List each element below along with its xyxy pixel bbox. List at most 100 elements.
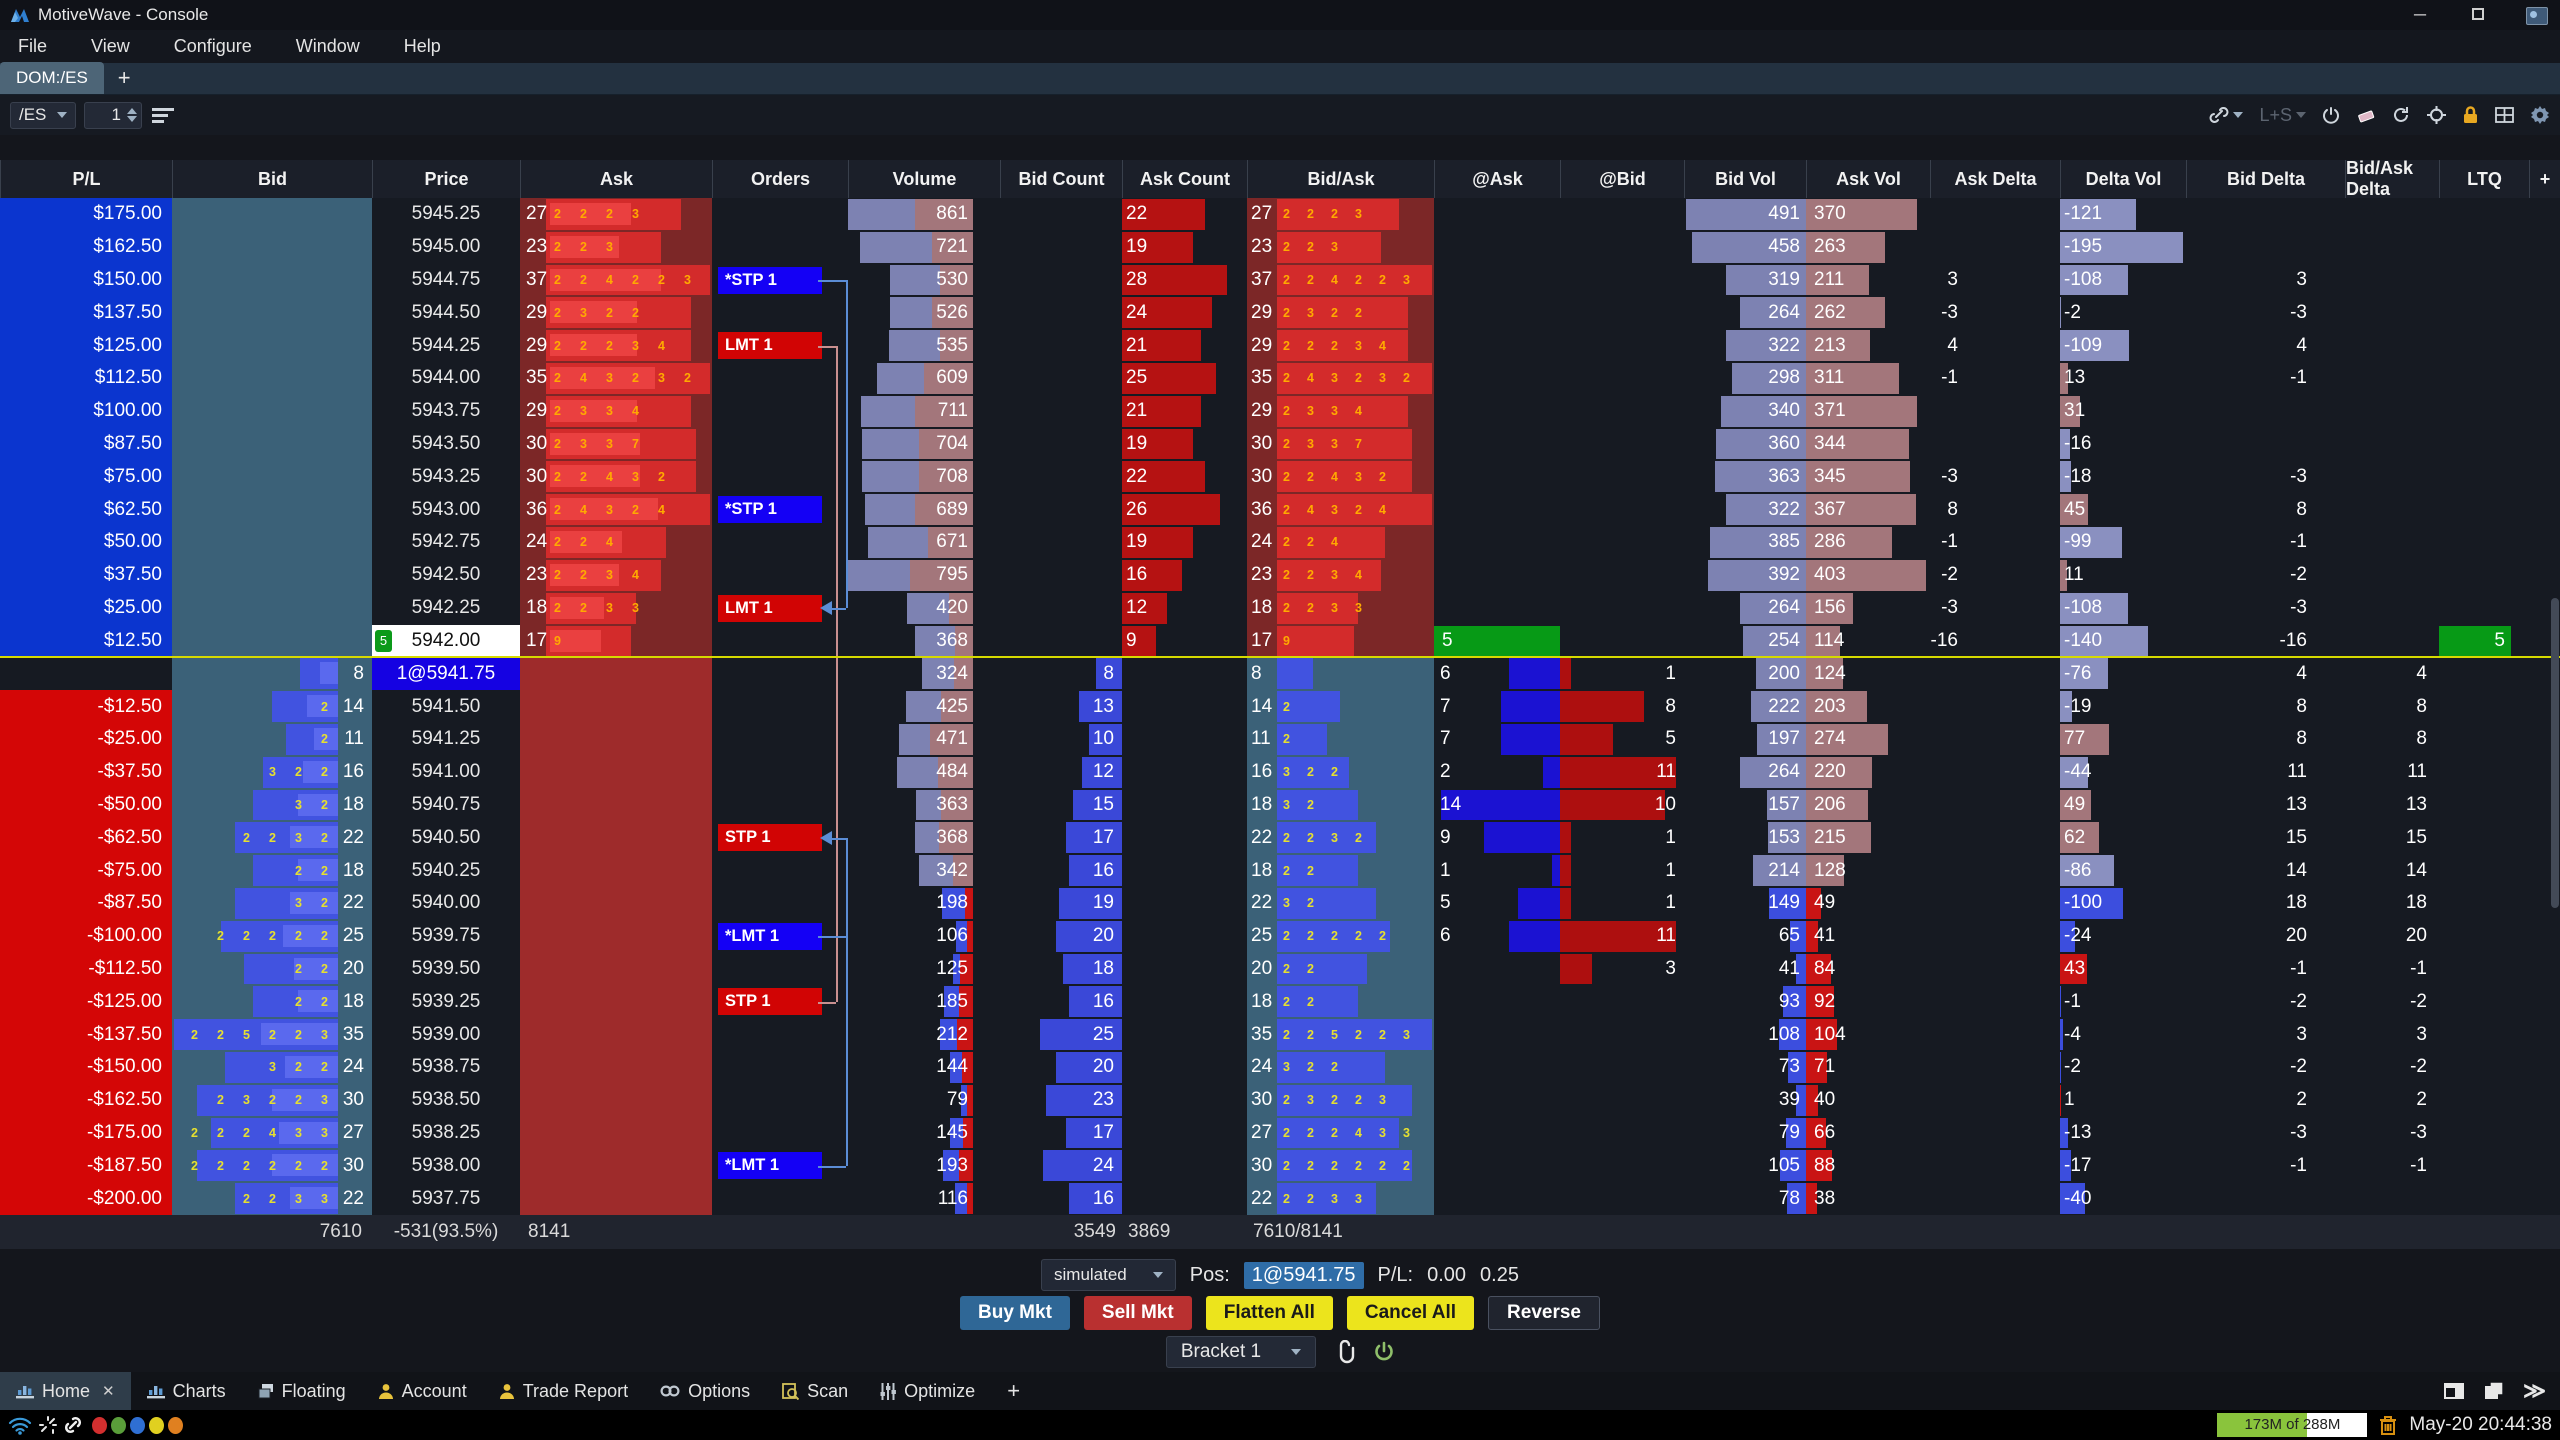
price-cell[interactable]: 5937.75 <box>372 1182 520 1215</box>
ltq-cell[interactable] <box>2439 231 2529 264</box>
button-reverse[interactable]: Reverse <box>1488 1296 1600 1330</box>
column-header-ltq[interactable]: LTQ <box>2439 160 2529 198</box>
bid-cell[interactable]: 8 <box>172 657 372 691</box>
ltq-cell[interactable] <box>2439 920 2529 953</box>
orders-cell[interactable] <box>712 198 848 231</box>
ask-cell[interactable]: 2 4 3 2 4 36 <box>520 493 712 527</box>
price-cell[interactable]: 5939.25 <box>372 985 520 1018</box>
ltq-cell[interactable] <box>2439 789 2529 822</box>
ask-cell[interactable]: 2 3 3 4 29 <box>520 394 712 428</box>
orders-cell[interactable] <box>712 690 848 723</box>
price-cell[interactable]: 5938.50 <box>372 1084 520 1117</box>
power-button[interactable] <box>2322 106 2340 124</box>
price-cell[interactable]: 5941.00 <box>372 756 520 789</box>
ask-cell[interactable]: 2 2 3 3 18 <box>520 591 712 625</box>
activate-icon[interactable] <box>1374 1341 1394 1363</box>
bid-cell[interactable] <box>172 263 372 297</box>
spin-down-icon[interactable] <box>127 116 137 122</box>
price-cell[interactable]: 5942.50 <box>372 559 520 592</box>
duplicate-pages-icon[interactable] <box>2483 1381 2505 1401</box>
ask-cell[interactable] <box>520 1018 712 1052</box>
orders-cell[interactable] <box>712 887 848 920</box>
column-header-bvol[interactable]: Bid Vol <box>1684 160 1806 198</box>
ask-cell[interactable]: 2 3 3 7 30 <box>520 427 712 461</box>
menu-help[interactable]: Help <box>403 36 441 56</box>
ask-cell[interactable] <box>520 657 712 691</box>
restore-icon[interactable] <box>2468 5 2488 25</box>
bid-cell[interactable]: 2 2 18 <box>172 854 372 887</box>
orders-cell[interactable] <box>712 559 848 592</box>
ask-cell[interactable] <box>520 1149 712 1183</box>
button-buy-mkt[interactable]: Buy Mkt <box>960 1296 1070 1330</box>
grid-layout-button[interactable] <box>2495 106 2514 124</box>
tab-+[interactable]: + <box>991 1372 1036 1410</box>
price-cell[interactable]: 5939.50 <box>372 953 520 986</box>
ltq-cell[interactable] <box>2439 821 2529 854</box>
tab-trade-report[interactable]: Trade Report <box>483 1372 644 1410</box>
ask-cell[interactable] <box>520 952 712 986</box>
column-header-price[interactable]: Price <box>372 160 520 198</box>
ltq-cell[interactable] <box>2439 854 2529 887</box>
refresh-button[interactable] <box>2392 106 2411 124</box>
bid-cell[interactable]: 2 2 3 2 22 <box>172 821 372 855</box>
column-header-aask[interactable]: @Ask <box>1434 160 1560 198</box>
ltq-cell[interactable]: 5 <box>2439 625 2529 658</box>
column-header-bidd[interactable]: Bid Delta <box>2186 160 2345 198</box>
price-cell[interactable]: 5938.00 <box>372 1149 520 1182</box>
ltq-cell[interactable] <box>2439 428 2529 461</box>
ask-cell[interactable]: 9 17 <box>520 624 712 658</box>
order-chip[interactable]: LMT 1 <box>718 594 822 622</box>
orders-cell[interactable]: *STP 1 <box>712 264 848 297</box>
orders-cell[interactable] <box>712 460 848 493</box>
bid-cell[interactable] <box>172 198 372 231</box>
ask-cell[interactable] <box>520 985 712 1019</box>
column-header-ba[interactable]: Bid/Ask <box>1247 160 1434 198</box>
price-cell[interactable]: 5942.75 <box>372 526 520 559</box>
orders-cell[interactable] <box>712 854 848 887</box>
orders-cell[interactable] <box>712 1182 848 1215</box>
lock-button[interactable] <box>2462 106 2479 124</box>
price-cell[interactable]: 5944.75 <box>372 264 520 297</box>
orders-cell[interactable] <box>712 395 848 428</box>
orders-cell[interactable] <box>712 526 848 559</box>
order-chip[interactable]: *LMT 1 <box>718 1152 822 1180</box>
column-header-askd[interactable]: Ask Delta <box>1930 160 2060 198</box>
settings-button[interactable] <box>2530 105 2550 125</box>
column-header-ask[interactable]: Ask <box>520 160 712 198</box>
price-cell[interactable]: 5943.50 <box>372 428 520 461</box>
bracket-select[interactable]: Bracket 1 <box>1165 1336 1317 1368</box>
add-tab-button[interactable]: + <box>117 65 131 90</box>
price-cell[interactable]: 5940.25 <box>372 854 520 887</box>
price-cell[interactable]: 5940.50 <box>372 821 520 854</box>
menu-view[interactable]: View <box>91 36 130 56</box>
orders-cell[interactable] <box>712 723 848 756</box>
quantity-stepper[interactable]: 1 <box>84 101 142 129</box>
price-cell[interactable]: 5940.75 <box>372 789 520 822</box>
row-count-menu-icon[interactable] <box>152 105 174 126</box>
orders-cell[interactable]: STP 1 <box>712 821 848 854</box>
ltq-cell[interactable] <box>2439 953 2529 986</box>
orders-cell[interactable]: LMT 1 <box>712 592 848 625</box>
ask-cell[interactable]: 2 3 2 2 29 <box>520 296 712 330</box>
orders-cell[interactable]: STP 1 <box>712 985 848 1018</box>
tab-scan[interactable]: Scan <box>766 1372 864 1410</box>
column-header-bid[interactable]: Bid <box>172 160 372 198</box>
order-chip[interactable]: *LMT 1 <box>718 922 822 950</box>
bid-cell[interactable] <box>172 362 372 395</box>
ask-cell[interactable] <box>520 1051 712 1084</box>
column-header-vol[interactable]: Volume <box>848 160 1000 198</box>
ltq-cell[interactable] <box>2439 1149 2529 1182</box>
tab-optimize[interactable]: Optimize <box>864 1372 991 1410</box>
orders-cell[interactable]: *LMT 1 <box>712 1149 848 1182</box>
ltq-cell[interactable] <box>2439 526 2529 559</box>
tab-options[interactable]: Options <box>644 1372 766 1410</box>
order-chip[interactable]: STP 1 <box>718 824 822 852</box>
bid-cell[interactable] <box>172 591 372 625</box>
button-sell-mkt[interactable]: Sell Mkt <box>1083 1296 1192 1330</box>
ltq-cell[interactable] <box>2439 592 2529 625</box>
orders-cell[interactable] <box>712 789 848 822</box>
order-chip[interactable]: LMT 1 <box>718 332 822 360</box>
ltq-cell[interactable] <box>2439 1084 2529 1117</box>
order-chip[interactable]: *STP 1 <box>718 496 822 524</box>
bid-cell[interactable]: 2 3 2 2 3 30 <box>172 1083 372 1117</box>
